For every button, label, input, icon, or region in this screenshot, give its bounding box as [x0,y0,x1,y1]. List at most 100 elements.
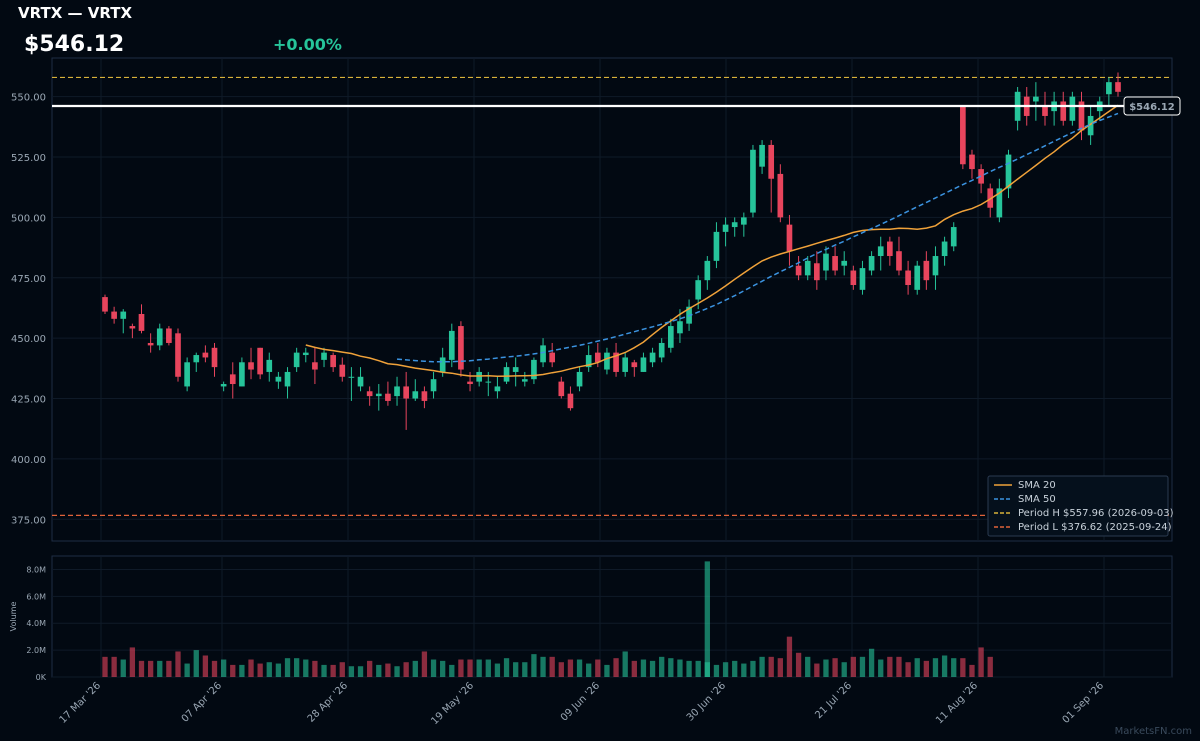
volume-bar [722,662,729,677]
candle-body [567,393,574,409]
candle [448,323,455,368]
candle [786,214,793,266]
candle-body [138,313,145,331]
candle-body [1087,115,1094,136]
candle [768,140,775,213]
candle-body [102,297,108,312]
candle-body [302,352,309,356]
candle [941,236,948,266]
y-tick-label: 550.00 [11,93,46,104]
x-tick-label: 30 Jun '26 [685,680,728,723]
candle-body [969,154,975,170]
volume-bar [549,656,555,677]
candle [421,386,428,409]
candle-body [540,345,546,363]
volume-bar [558,662,564,677]
volume-bar [321,664,327,677]
candle-body [1115,82,1121,92]
candle-body [750,149,756,213]
candle-body [677,321,683,334]
volume-bar [695,660,701,677]
candle [795,256,802,281]
y-tick-label: 425.00 [11,395,46,406]
candle-body [330,355,336,368]
volume-y-tick-label: 6.0M [26,592,46,601]
volume-bar [376,664,382,677]
legend-entry-label: SMA 50 [1018,494,1056,505]
volume-bar [932,658,939,677]
volume-bar [403,662,409,677]
volume-bar [348,666,355,677]
candle-body [613,352,619,372]
candle-body [531,359,537,380]
candle-body [832,256,838,271]
candle [740,212,747,237]
volume-bar [887,656,893,677]
candle [759,140,765,174]
candle-body [594,352,601,363]
candle [266,352,273,382]
candle-body [467,381,473,385]
volume-bar [841,662,847,677]
volume-bar [604,664,610,677]
candle-body [257,347,263,375]
volume-bar [129,647,136,677]
candle-body [485,381,492,383]
volume-bar [969,664,975,677]
volume-bar [759,656,765,677]
volume-bar [175,651,181,677]
volume-bar [786,636,793,677]
candle [585,345,592,372]
candle-body [521,379,528,382]
candle-body [284,371,291,387]
volume-y-tick-label: 4.0M [26,619,46,628]
candle-body [558,381,565,397]
volume-bar [449,664,455,677]
candle [804,256,811,281]
volume-bar [923,660,929,677]
volume-bar [330,664,336,677]
candle [667,318,674,353]
volume-bar [905,662,911,677]
volume-bar [814,663,820,677]
candle [823,246,829,281]
volume-bar [102,656,108,677]
candle-body [494,386,501,392]
candle-body [239,362,245,387]
candle [239,357,245,387]
candle [750,144,756,218]
chart-title: VRTX — VRTX [18,4,133,22]
candle-body [476,371,483,382]
candle-body [1078,101,1085,131]
candle [1060,91,1067,126]
volume-bar [878,659,884,677]
candle [731,217,738,237]
price-change-percent: +0.00% [273,35,342,54]
volume-bar [613,658,619,677]
volume-bar [239,664,245,677]
x-tick-label: 17 Mar '26 [58,680,104,726]
candle-body [731,222,738,228]
candle [658,338,665,363]
candle-body [722,224,729,232]
volume-bar [467,659,473,677]
volume-bar [777,658,783,677]
volume-bar [494,663,501,677]
candle-body [175,333,181,377]
x-tick-label: 07 Apr '26 [180,680,224,724]
candle [348,367,355,401]
volume-bar [294,658,300,677]
volume-bar [649,660,656,677]
candle-body [1069,96,1076,121]
candle [877,236,884,271]
candle-body [713,231,720,261]
candle [521,371,528,387]
volume-bar [257,663,263,677]
candle [923,251,930,290]
candle-body [1042,106,1048,116]
volume-bar [303,659,309,677]
sma20-line [305,104,1119,377]
candle [932,246,939,290]
volume-bar [750,660,756,677]
candle [841,251,848,276]
